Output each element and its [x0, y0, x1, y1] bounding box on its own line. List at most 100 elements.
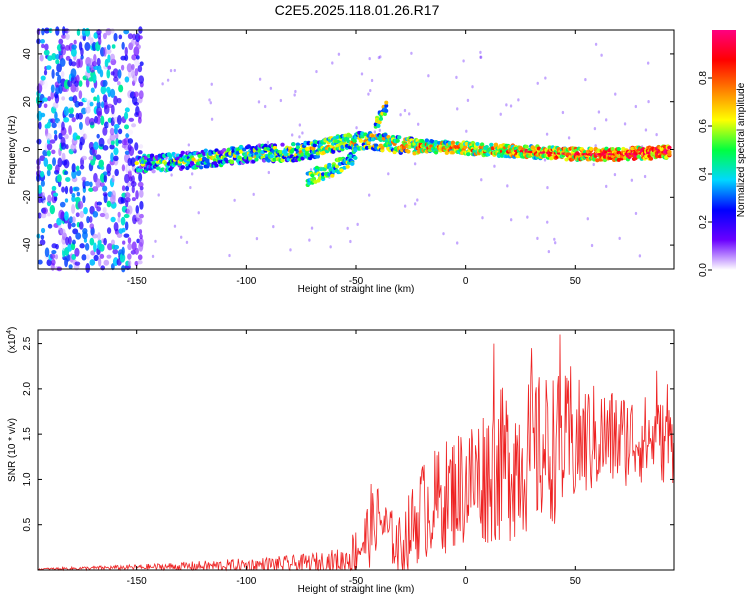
spectrogram-cell [79, 164, 85, 170]
spectrogram-cell [59, 228, 66, 235]
spectrogram-cell [49, 139, 56, 144]
spectrogram-cell [110, 152, 114, 162]
spectrogram-cell [54, 164, 60, 173]
spectrogram-cell [416, 122, 420, 126]
spectrogram-cell [298, 135, 301, 139]
spectrogram-cell [175, 153, 181, 158]
spectrogram-cell [109, 88, 116, 99]
spectrogram-cell [644, 128, 648, 132]
spectrogram-cell [139, 234, 143, 240]
spectrogram-cell [46, 259, 52, 267]
spectrogram-cell [131, 69, 135, 79]
spectrogram-cell [102, 145, 109, 151]
spectrogram-cell [594, 42, 598, 46]
spectrogram-cell [355, 126, 358, 130]
spectrogram-cell [113, 244, 120, 250]
colorbar-tick-label: 0.8 [698, 71, 709, 85]
spectrogram-cell [380, 148, 385, 153]
spectrogram-cell [51, 27, 55, 35]
spectrogram-cell [475, 141, 480, 146]
spectrogram-cell [53, 195, 58, 202]
spectrogram-cell [280, 142, 285, 147]
spectrogram-cell [57, 74, 62, 84]
spectrogram-cell [64, 134, 69, 140]
spectrogram-cell [77, 201, 84, 210]
spectrogram-cell [479, 142, 485, 147]
spectrogram-cell [203, 148, 208, 153]
spectrogram-cell [113, 76, 119, 82]
spectrogram-cell [380, 145, 385, 150]
spectrogram-cell [100, 265, 105, 271]
spectrogram-cell [166, 78, 170, 82]
spectrogram-cell [98, 159, 105, 168]
snr-x-axis-label: Height of straight line (km) [298, 584, 415, 595]
spectrogram-cell [47, 194, 52, 204]
spectrogram-cell [51, 53, 57, 61]
spectrogram-cell [509, 218, 513, 222]
spectrogram-cell [594, 144, 597, 148]
spectrogram-cell [170, 173, 173, 177]
spectrogram-cell [164, 157, 168, 161]
spectrogram-cell [353, 148, 358, 153]
spectrogram-cell [289, 248, 292, 252]
spectrogram-cell [353, 155, 358, 160]
spectrogram-x-tick-label: -100 [236, 276, 256, 287]
spectrogram-cell [295, 145, 301, 150]
spectrogram-cell [416, 198, 419, 202]
spectrogram-cell [311, 146, 316, 151]
spectrogram-cell [71, 117, 76, 123]
snr-y-tick-label: 2.5 [22, 336, 33, 350]
spectrogram-cell [545, 132, 549, 136]
spectrogram-cell [349, 239, 352, 244]
spectrogram-cell [103, 46, 107, 57]
spectrogram-cell [56, 217, 62, 226]
spectrogram-cell [151, 169, 156, 174]
spectrogram-cell [238, 145, 244, 150]
spectrogram-cell [100, 115, 105, 126]
spectrogram-cell [269, 154, 274, 159]
snr-y-tick-label: 1.0 [22, 472, 33, 486]
spectrogram-cell [110, 216, 116, 223]
spectrogram-cell [59, 58, 66, 67]
spectrogram-cell [110, 139, 115, 146]
spectrogram-cell [77, 112, 83, 120]
spectrogram-cell [327, 162, 332, 167]
spectrogram-cell [118, 84, 124, 93]
spectrogram-cell [360, 72, 364, 76]
spectrogram-cell [74, 85, 79, 93]
spectrogram-cell [427, 74, 430, 78]
spectrogram-cell [481, 216, 484, 220]
spectrogram-cell [137, 260, 143, 265]
spectrogram-cell [41, 191, 45, 199]
spectrogram-cell [117, 217, 121, 223]
spectrogram-cell [135, 190, 139, 200]
spectrogram-cell [103, 259, 110, 266]
spectrogram-cell [406, 149, 411, 154]
spectrogram-cell [509, 104, 513, 108]
spectrogram-cell [479, 55, 482, 59]
spectrogram-cell [377, 120, 382, 125]
spectrogram-cell [105, 48, 112, 54]
spectrogram-cell [138, 110, 142, 120]
spectrogram-cell [88, 187, 94, 192]
spectrogram-x-ticks: -150 -100 -50 0 50 [127, 30, 581, 287]
spectrogram-cell [106, 44, 111, 50]
spectrogram-cell [546, 220, 549, 224]
spectrogram-cell [113, 155, 119, 162]
spectrogram-cell [68, 106, 74, 114]
spectrogram-cell [95, 154, 102, 160]
spectrogram-cell [100, 85, 107, 95]
spectrogram-cell [126, 63, 133, 73]
spectrogram-panel: -150 -100 -50 0 50 -40 -20 0 20 40 Height of str… [7, 26, 675, 295]
spectrogram-cell [636, 154, 641, 159]
spectrogram-cell [369, 88, 372, 93]
spectrogram-cell [127, 99, 132, 108]
spectrogram-cell [124, 192, 131, 199]
spectrogram-cell [118, 139, 123, 144]
spectrogram-cell [290, 133, 294, 137]
spectrogram-cell [88, 141, 94, 150]
spectrogram-cell [131, 175, 135, 184]
spectrogram-cell [263, 104, 267, 109]
spectrogram-cell [103, 174, 108, 183]
spectrogram-cell [210, 82, 213, 86]
